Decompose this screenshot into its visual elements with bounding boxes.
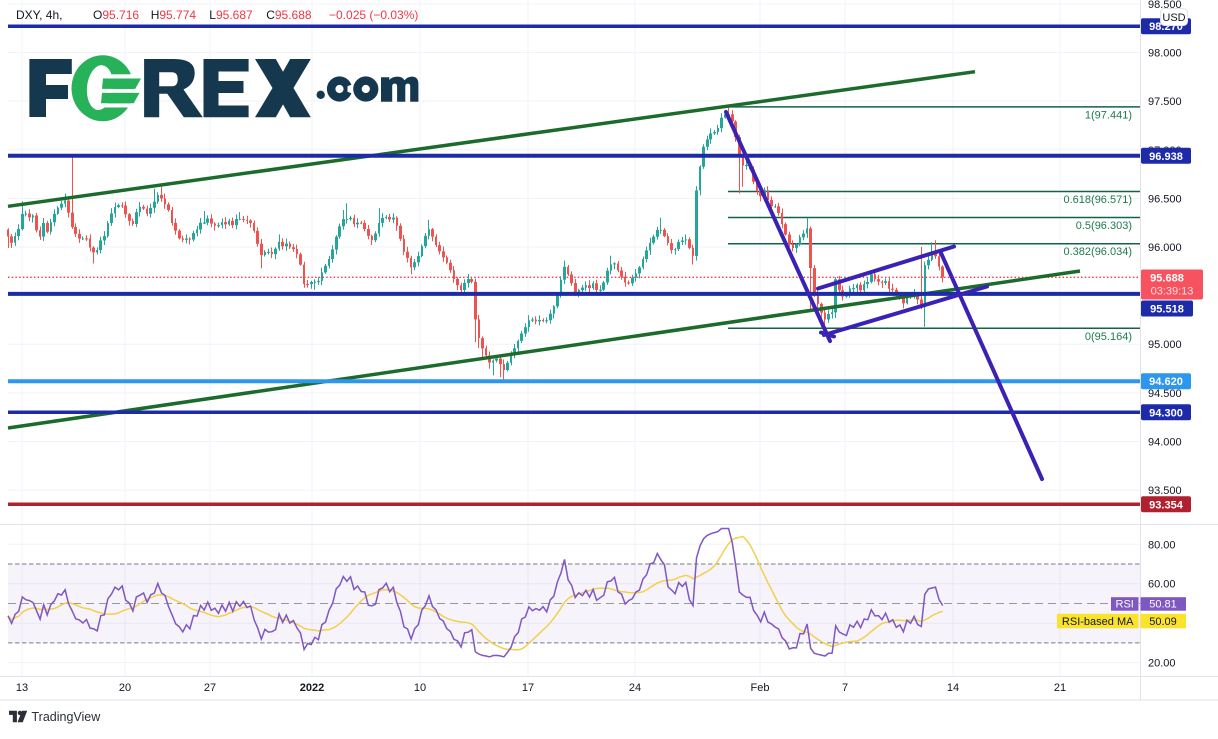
- svg-text:94.300: 94.300: [1149, 407, 1183, 419]
- svg-text:98.000: 98.000: [1148, 48, 1182, 60]
- svg-text:50.09: 50.09: [1149, 616, 1177, 628]
- svg-text:94.500: 94.500: [1148, 388, 1182, 400]
- svg-text:USD: USD: [1162, 12, 1185, 24]
- svg-text:94.000: 94.000: [1148, 437, 1182, 449]
- svg-text:60.00: 60.00: [1148, 579, 1176, 591]
- svg-text:20.00: 20.00: [1148, 658, 1176, 670]
- svg-text:0.382(96.034): 0.382(96.034): [1064, 246, 1133, 258]
- svg-text:TradingView: TradingView: [32, 710, 102, 724]
- svg-text:−0.025 (−0.03%): −0.025 (−0.03%): [329, 8, 418, 22]
- svg-text:80.00: 80.00: [1148, 539, 1176, 551]
- svg-text:13: 13: [16, 682, 28, 694]
- svg-text:2022: 2022: [300, 682, 324, 694]
- svg-text:20: 20: [119, 682, 131, 694]
- svg-text:94.620: 94.620: [1149, 376, 1183, 388]
- svg-text:98.500: 98.500: [1148, 0, 1182, 11]
- svg-text:27: 27: [204, 682, 216, 694]
- svg-text:96.938: 96.938: [1149, 151, 1183, 163]
- svg-text:0.618(96.571): 0.618(96.571): [1064, 194, 1133, 206]
- svg-text:0(95.164): 0(95.164): [1085, 331, 1132, 343]
- svg-text:Feb: Feb: [751, 682, 770, 694]
- svg-text:RSI-based MA: RSI-based MA: [1062, 616, 1134, 628]
- svg-text:14: 14: [947, 682, 959, 694]
- svg-text:95.688: 95.688: [1150, 273, 1184, 285]
- svg-text:0.5(96.303): 0.5(96.303): [1076, 220, 1132, 232]
- svg-text:50.81: 50.81: [1149, 599, 1177, 611]
- svg-text:L95.687: L95.687: [209, 8, 253, 22]
- svg-text:93.500: 93.500: [1148, 485, 1182, 497]
- svg-text:C95.688: C95.688: [266, 8, 312, 22]
- svg-text:95.000: 95.000: [1148, 339, 1182, 351]
- svg-text:24: 24: [629, 682, 641, 694]
- svg-text:21: 21: [1054, 682, 1066, 694]
- svg-text:17: 17: [522, 682, 534, 694]
- svg-text:7: 7: [842, 682, 848, 694]
- svg-text:O95.716: O95.716: [93, 8, 139, 22]
- svg-text:96.000: 96.000: [1148, 242, 1182, 254]
- svg-text:93.354: 93.354: [1149, 499, 1184, 511]
- svg-text:95.518: 95.518: [1150, 304, 1184, 316]
- svg-text:DXY, 4h,: DXY, 4h,: [16, 8, 62, 22]
- svg-text:RSI: RSI: [1116, 599, 1134, 611]
- svg-text:96.500: 96.500: [1148, 193, 1182, 205]
- svg-text:10: 10: [414, 682, 426, 694]
- svg-text:1(97.441): 1(97.441): [1085, 109, 1132, 121]
- svg-text:97.500: 97.500: [1148, 96, 1182, 108]
- svg-text:H95.774: H95.774: [151, 8, 197, 22]
- svg-text:03:39:13: 03:39:13: [1151, 286, 1194, 298]
